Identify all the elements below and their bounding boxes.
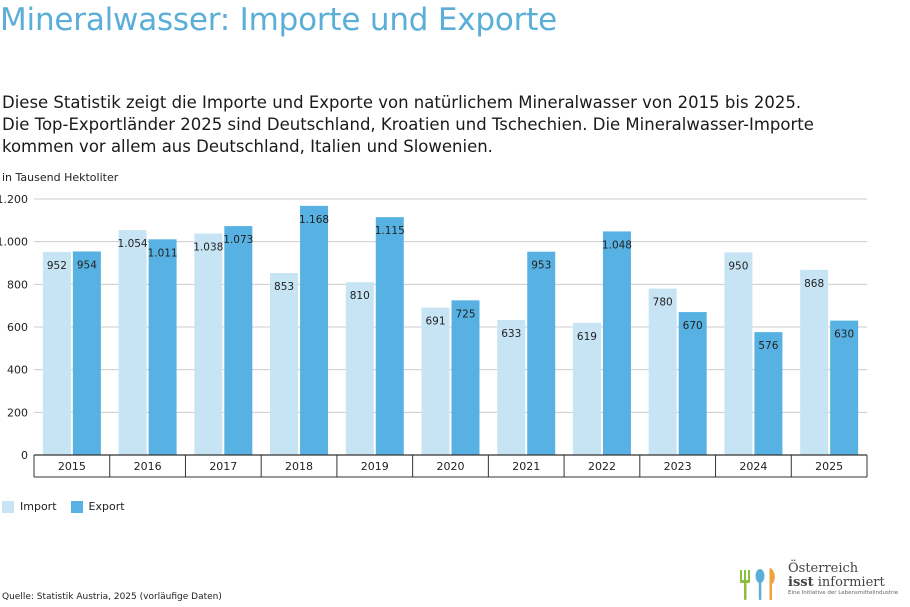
data-label-import: 1.038 [193, 242, 223, 254]
bar-import [421, 307, 450, 455]
y-tick-label: 1.200 [0, 193, 28, 206]
data-label-export: 954 [77, 259, 97, 271]
bar-export [678, 312, 707, 455]
description: Diese Statistik zeigt die Importe und Ex… [2, 92, 902, 158]
bar-export [72, 251, 101, 455]
legend-item-import: Import [2, 500, 57, 513]
bar-export [375, 217, 404, 455]
data-label-export: 576 [758, 340, 778, 352]
bar-import [42, 251, 71, 455]
x-tick-label: 2019 [361, 460, 389, 473]
description-line-1: Diese Statistik zeigt die Importe und Ex… [2, 93, 802, 112]
x-tick-label: 2016 [134, 460, 162, 473]
data-label-export: 1.048 [602, 239, 632, 251]
bar-import [800, 269, 829, 455]
y-tick-label: 400 [7, 364, 28, 377]
y-tick-label: 1.000 [0, 236, 28, 249]
y-tick-label: 0 [21, 449, 28, 462]
legend-label-import: Import [20, 500, 57, 513]
legend-swatch-export [70, 500, 83, 513]
legend: Import Export [2, 500, 139, 513]
description-line-2: Die Top-Exportländer 2025 sind Deutschla… [2, 115, 814, 134]
bar-import [194, 233, 223, 455]
x-tick-label: 2020 [437, 460, 465, 473]
x-tick-label: 2015 [58, 460, 86, 473]
data-label-export: 953 [531, 260, 551, 272]
data-label-export: 1.115 [375, 225, 405, 237]
bar-import [497, 319, 526, 455]
y-tick-label: 200 [7, 406, 28, 419]
source-note: Quelle: Statistik Austria, 2025 (vorläuf… [2, 592, 222, 602]
bar-import [118, 230, 147, 455]
logo-line-3: Eine Initiative der Lebensmittelindustri… [788, 590, 899, 596]
bar-export [148, 239, 177, 455]
bar-import [648, 288, 677, 455]
y-tick-label: 600 [7, 321, 28, 334]
data-label-export: 1.168 [299, 214, 329, 226]
cutlery-icon [740, 568, 775, 600]
x-tick-label: 2023 [664, 460, 692, 473]
logo: Österreich isst informiert Eine Initiati… [734, 556, 906, 604]
data-label-import: 853 [274, 281, 294, 293]
logo-line-2-bold: isst [788, 575, 814, 590]
data-label-import: 950 [728, 260, 748, 272]
y-tick-label: 800 [7, 278, 28, 291]
legend-swatch-import [2, 500, 14, 513]
bar-export [451, 300, 480, 455]
data-label-export: 630 [834, 329, 854, 341]
bar-import [345, 282, 374, 455]
logo-line-1: Österreich [788, 561, 859, 576]
x-tick-label: 2018 [285, 460, 313, 473]
data-label-import: 1.054 [118, 238, 148, 250]
data-label-export: 1.073 [223, 234, 253, 246]
bar-export [602, 231, 631, 455]
page-title: Mineralwasser: Importe und Exporte [0, 2, 558, 38]
x-tick-label: 2025 [815, 460, 843, 473]
description-line-3: kommen vor allem aus Deutschland, Italie… [2, 137, 493, 156]
bar-import [270, 273, 299, 455]
logo-line-2-rest: informiert [813, 575, 885, 590]
x-tick-label: 2021 [512, 460, 540, 473]
x-tick-label: 2017 [209, 460, 237, 473]
data-label-import: 619 [577, 331, 597, 343]
data-label-import: 810 [350, 290, 370, 302]
bar-import [724, 252, 753, 455]
data-label-export: 670 [683, 320, 703, 332]
data-label-import: 691 [425, 316, 445, 328]
bar-export [830, 320, 859, 455]
bar-export [300, 205, 329, 455]
bar-import [572, 322, 601, 455]
data-label-import: 633 [501, 328, 521, 340]
legend-label-export: Export [88, 500, 125, 513]
legend-item-export: Export [70, 500, 125, 513]
bar-export [754, 332, 783, 455]
unit-label: in Tausend Hektoliter [2, 171, 119, 184]
x-tick-label: 2024 [739, 460, 767, 473]
data-label-import: 780 [653, 297, 673, 309]
data-label-import: 952 [47, 260, 67, 272]
x-tick-label: 2022 [588, 460, 616, 473]
logo-line-2: isst informiert [788, 576, 898, 589]
data-label-import: 868 [804, 278, 824, 290]
data-label-export: 725 [455, 308, 475, 320]
bar-export [224, 226, 253, 455]
bar-export [527, 251, 556, 455]
data-label-export: 1.011 [148, 247, 178, 259]
